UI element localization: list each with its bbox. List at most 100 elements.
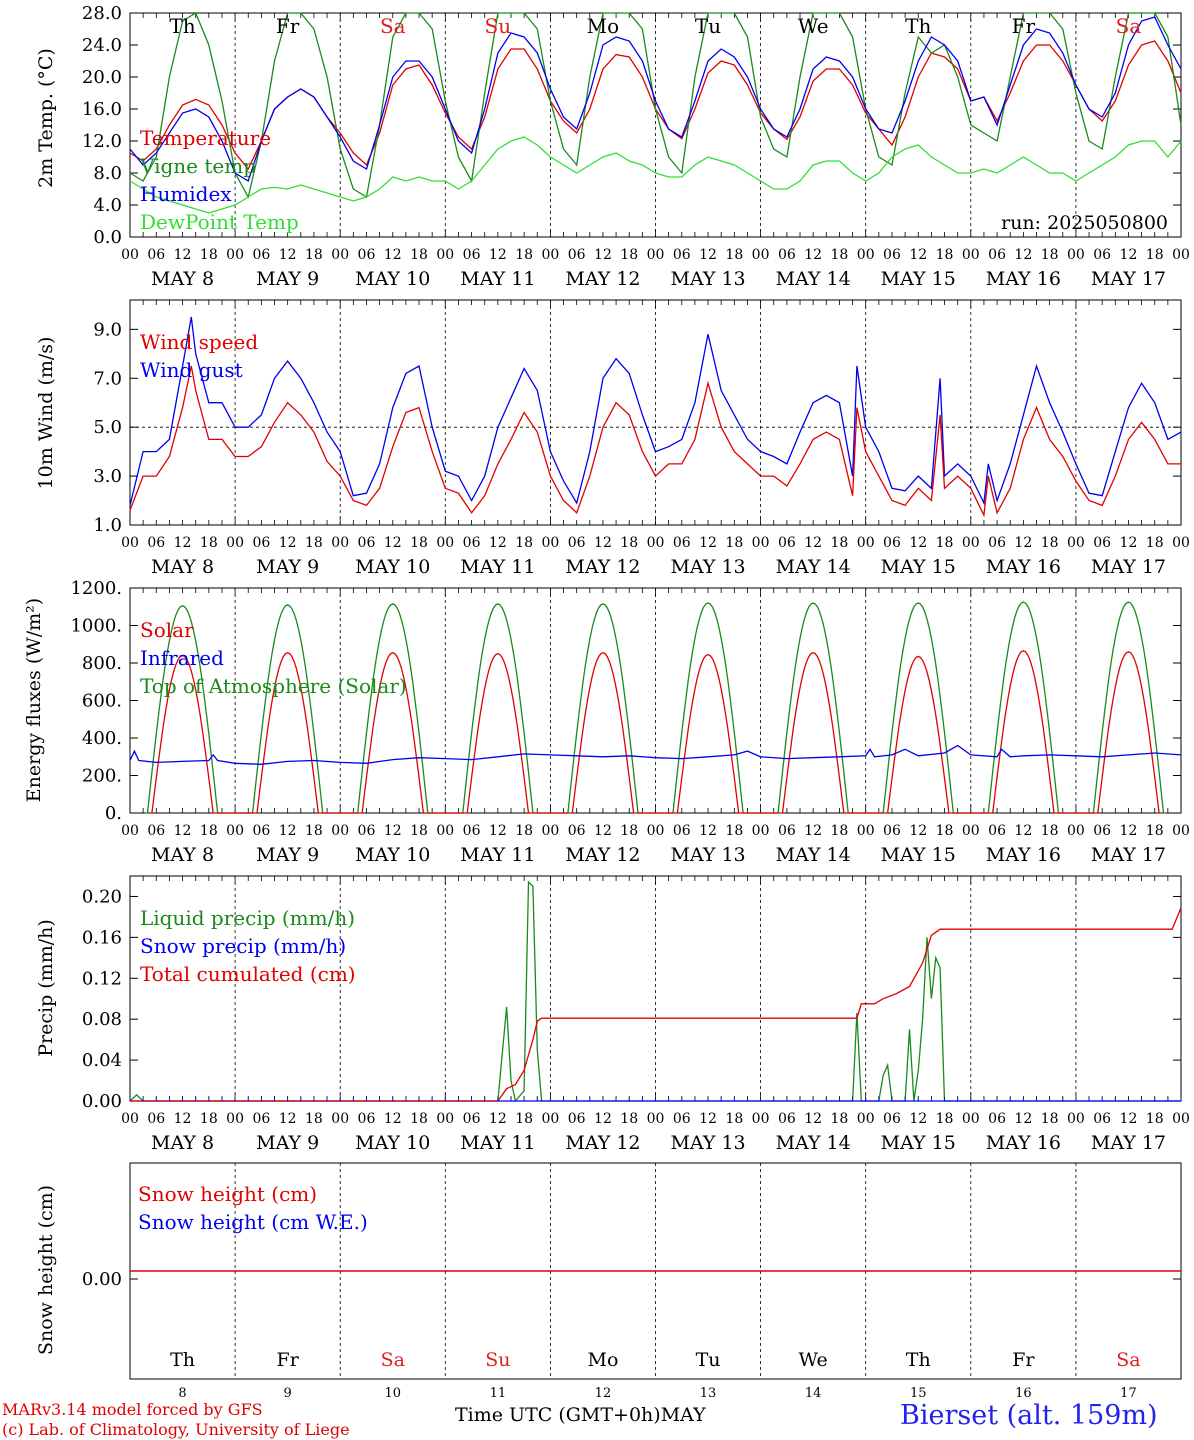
series-line bbox=[129, 744, 1182, 765]
date-label: MAY 10 bbox=[355, 1132, 430, 1154]
day-number: 10 bbox=[384, 1386, 401, 1401]
date-label: MAY 11 bbox=[460, 844, 535, 866]
day-name: Tu bbox=[695, 14, 721, 38]
hour-tick-label: 00 bbox=[541, 823, 559, 839]
hour-tick-label: 12 bbox=[174, 823, 192, 839]
hour-tick-label: 06 bbox=[1093, 535, 1111, 551]
hour-tick-label: 06 bbox=[673, 247, 691, 263]
date-label: MAY 12 bbox=[565, 556, 640, 578]
day-name: Sa bbox=[380, 14, 406, 38]
hour-tick-label: 06 bbox=[883, 535, 901, 551]
legend-label: Wind speed bbox=[140, 330, 258, 354]
day-name: Th bbox=[906, 1349, 931, 1371]
day-name: Th bbox=[905, 14, 931, 38]
hour-tick-label: 12 bbox=[1120, 1111, 1138, 1127]
hour-tick-label: 12 bbox=[594, 535, 612, 551]
hour-tick-label: 18 bbox=[1146, 247, 1164, 263]
hour-tick-label: 00 bbox=[541, 535, 559, 551]
hour-tick-label: 00 bbox=[331, 1111, 349, 1127]
y-axis-label: Energy fluxes (W/m²) bbox=[23, 598, 45, 802]
hour-tick-label: 00 bbox=[121, 1111, 139, 1127]
hour-tick-label: 00 bbox=[1067, 535, 1085, 551]
date-label: MAY 14 bbox=[776, 268, 851, 290]
day-number: 16 bbox=[1015, 1386, 1032, 1401]
legend-label: Vigne temp bbox=[139, 154, 256, 178]
hour-tick-label: 18 bbox=[620, 247, 638, 263]
series-line bbox=[129, 136, 1182, 214]
date-label: MAY 15 bbox=[881, 556, 956, 578]
hour-tick-label: 00 bbox=[121, 247, 139, 263]
hour-tick-label: 12 bbox=[279, 535, 297, 551]
hour-tick-label: 12 bbox=[489, 535, 507, 551]
hour-tick-label: 18 bbox=[1041, 1111, 1059, 1127]
day-name: Sa bbox=[1116, 1349, 1140, 1371]
hour-tick-label: 18 bbox=[620, 1111, 638, 1127]
date-label: MAY 13 bbox=[670, 844, 745, 866]
hour-tick-label: 12 bbox=[279, 823, 297, 839]
hour-tick-label: 12 bbox=[384, 1111, 402, 1127]
day-name: Fr bbox=[1012, 1349, 1035, 1371]
hour-tick-label: 06 bbox=[252, 823, 270, 839]
hour-tick-label: 00 bbox=[436, 535, 454, 551]
y-tick-label: 24.0 bbox=[82, 35, 122, 56]
series-line bbox=[149, 650, 1162, 814]
y-tick-label: 0.0 bbox=[93, 227, 122, 248]
hour-tick-label: 18 bbox=[305, 535, 323, 551]
series-line bbox=[129, 16, 1182, 182]
hour-tick-label: 00 bbox=[436, 1111, 454, 1127]
y-axis-label: 10m Wind (m/s) bbox=[35, 337, 57, 490]
day-number: 11 bbox=[490, 1386, 507, 1401]
day-number: 12 bbox=[595, 1386, 612, 1401]
hour-tick-label: 12 bbox=[384, 247, 402, 263]
legend-label: DewPoint Temp bbox=[140, 210, 299, 234]
panel-frame bbox=[129, 299, 1182, 526]
hour-tick-label: 12 bbox=[174, 1111, 192, 1127]
day-name: We bbox=[798, 14, 829, 38]
hour-tick-label: 18 bbox=[410, 1111, 428, 1127]
y-tick-label: 9.0 bbox=[93, 319, 122, 340]
hour-tick-label: 06 bbox=[673, 535, 691, 551]
y-tick-label: 0.08 bbox=[82, 1009, 122, 1030]
hour-tick-label: 00 bbox=[857, 247, 875, 263]
hour-tick-label: 18 bbox=[1146, 1111, 1164, 1127]
hour-tick-label: 12 bbox=[384, 535, 402, 551]
legend-label: Humidex bbox=[140, 182, 232, 206]
date-label: MAY 8 bbox=[151, 1132, 214, 1154]
hour-tick-label: 06 bbox=[988, 1111, 1006, 1127]
date-label: MAY 11 bbox=[460, 1132, 535, 1154]
hour-tick-label: 18 bbox=[1041, 247, 1059, 263]
hour-tick-label: 06 bbox=[252, 1111, 270, 1127]
hour-tick-label: 00 bbox=[962, 1111, 980, 1127]
hour-tick-label: 12 bbox=[1014, 1111, 1032, 1127]
hour-tick-label: 18 bbox=[1041, 823, 1059, 839]
hour-tick-label: 18 bbox=[410, 823, 428, 839]
hour-tick-label: 18 bbox=[200, 535, 218, 551]
day-name: Sa bbox=[381, 1349, 405, 1371]
hour-tick-label: 06 bbox=[463, 1111, 481, 1127]
legend-label: Snow height (cm W.E.) bbox=[138, 1210, 368, 1234]
hour-tick-label: 00 bbox=[962, 823, 980, 839]
day-name: Su bbox=[485, 14, 512, 38]
y-tick-label: 0.04 bbox=[82, 1050, 122, 1071]
day-name: Th bbox=[170, 1349, 195, 1371]
hour-tick-label: 18 bbox=[305, 247, 323, 263]
hour-tick-label: 06 bbox=[778, 247, 796, 263]
hour-tick-label: 12 bbox=[699, 247, 717, 263]
hour-tick-label: 18 bbox=[305, 1111, 323, 1127]
hour-tick-label: 00 bbox=[226, 535, 244, 551]
hour-tick-label: 12 bbox=[594, 1111, 612, 1127]
hour-tick-label: 00 bbox=[541, 247, 559, 263]
y-tick-label: 1200. bbox=[70, 578, 122, 599]
hour-tick-label: 00 bbox=[962, 535, 980, 551]
hour-tick-label: 06 bbox=[252, 535, 270, 551]
hour-tick-label: 12 bbox=[1014, 247, 1032, 263]
y-tick-label: 0. bbox=[105, 803, 122, 824]
hour-tick-label: 00 bbox=[541, 1111, 559, 1127]
date-label: MAY 16 bbox=[986, 844, 1061, 866]
hour-tick-label: 18 bbox=[620, 823, 638, 839]
day-name: Su bbox=[485, 1349, 510, 1371]
hour-tick-label: 00 bbox=[647, 247, 665, 263]
series-line bbox=[130, 907, 1182, 1102]
hour-tick-label: 18 bbox=[200, 1111, 218, 1127]
hour-tick-label: 06 bbox=[673, 823, 691, 839]
